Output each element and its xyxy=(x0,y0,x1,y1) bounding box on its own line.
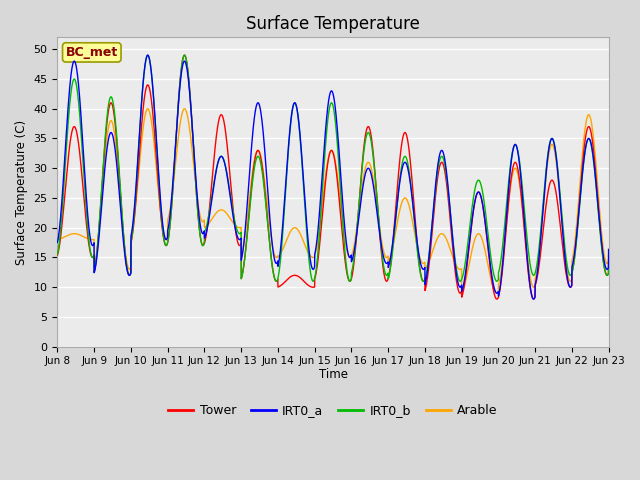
Tower xyxy=(561,260,568,265)
Arable xyxy=(561,247,568,253)
IRT0_a xyxy=(561,251,568,256)
IRT0_a xyxy=(530,296,538,302)
Arable xyxy=(290,225,298,231)
Tower xyxy=(54,252,61,258)
IRT0_b xyxy=(285,138,293,144)
IRT0_b xyxy=(316,231,323,237)
X-axis label: Time: Time xyxy=(319,368,348,381)
IRT0_b xyxy=(493,278,500,284)
Tower xyxy=(316,244,323,250)
Tower xyxy=(493,296,500,302)
Tower xyxy=(180,52,188,58)
IRT0_b xyxy=(605,258,612,264)
Tower xyxy=(588,135,596,141)
Line: IRT0_b: IRT0_b xyxy=(58,55,609,281)
Arable xyxy=(493,290,500,296)
IRT0_b xyxy=(588,146,596,152)
IRT0_b xyxy=(180,52,188,58)
Arable xyxy=(316,226,323,232)
Arable xyxy=(180,106,188,112)
Tower xyxy=(605,252,612,258)
Line: IRT0_a: IRT0_a xyxy=(58,55,609,299)
Legend: Tower, IRT0_a, IRT0_b, Arable: Tower, IRT0_a, IRT0_b, Arable xyxy=(163,399,503,422)
Text: BC_met: BC_met xyxy=(66,46,118,59)
Y-axis label: Surface Temperature (C): Surface Temperature (C) xyxy=(15,120,28,264)
IRT0_b xyxy=(290,102,298,108)
Tower xyxy=(285,275,293,281)
Tower xyxy=(290,273,298,278)
Line: Arable: Arable xyxy=(58,109,609,293)
IRT0_b xyxy=(454,274,462,280)
IRT0_a xyxy=(588,145,596,151)
Arable xyxy=(54,237,61,242)
Line: Tower: Tower xyxy=(58,55,609,299)
Arable xyxy=(285,231,293,237)
IRT0_a xyxy=(54,240,61,245)
IRT0_a xyxy=(316,210,323,216)
Arable xyxy=(605,246,612,252)
IRT0_a xyxy=(605,247,612,252)
IRT0_a xyxy=(454,280,462,286)
IRT0_b xyxy=(561,241,568,247)
IRT0_a xyxy=(290,102,298,108)
IRT0_b xyxy=(54,252,61,257)
Tower xyxy=(454,286,462,292)
IRT0_a xyxy=(144,52,152,58)
Arable xyxy=(588,123,596,129)
Title: Surface Temperature: Surface Temperature xyxy=(246,15,420,33)
IRT0_a xyxy=(285,135,293,141)
Arable xyxy=(454,265,462,271)
